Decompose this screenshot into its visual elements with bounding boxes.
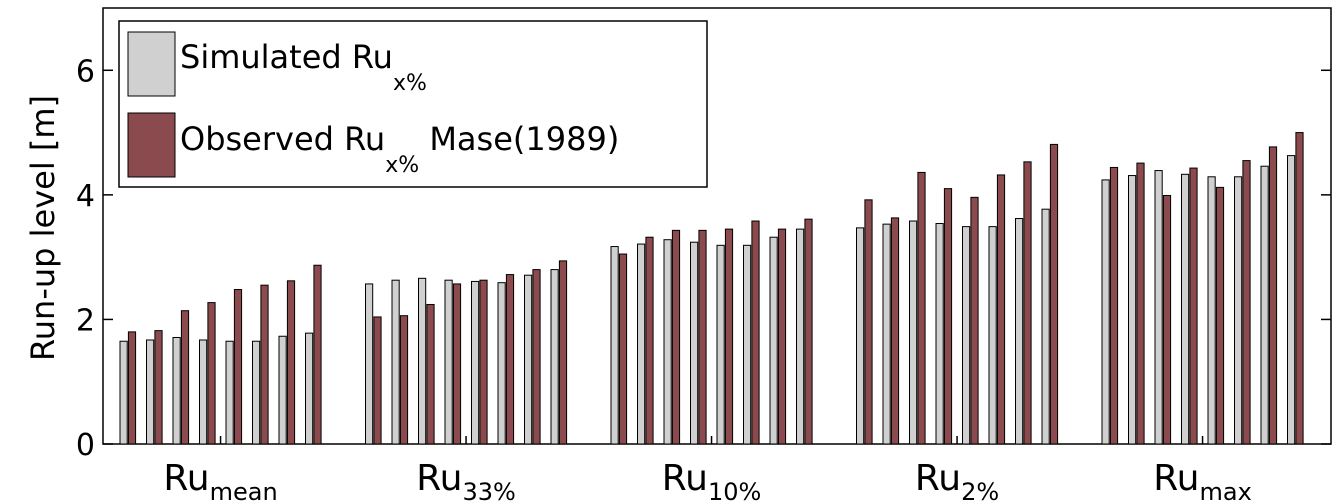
- bar-simulated: [365, 283, 374, 445]
- y-tick-label: 0: [76, 428, 95, 463]
- y-tick-label: 4: [76, 179, 95, 214]
- bar-observed: [996, 174, 1006, 445]
- bar-simulated: [962, 226, 971, 445]
- bar-simulated: [444, 279, 453, 445]
- bar-simulated: [1015, 218, 1024, 445]
- bar-simulated: [1260, 165, 1269, 445]
- bar-simulated: [524, 274, 533, 445]
- bar-observed: [864, 199, 873, 445]
- bar-observed: [698, 229, 707, 445]
- bar-observed: [479, 279, 488, 445]
- bar-simulated: [1287, 155, 1296, 445]
- bar-observed: [917, 171, 926, 445]
- legend-entry-label: Simulated Rux%: [180, 38, 427, 96]
- bar-simulated: [1101, 179, 1110, 445]
- y-tick-label: 2: [76, 303, 95, 338]
- bar-observed: [399, 315, 409, 445]
- bar-simulated: [225, 340, 234, 445]
- bar-observed: [943, 188, 953, 445]
- bar-simulated: [610, 246, 619, 445]
- bar-simulated: [1207, 176, 1216, 445]
- bar-simulated: [1128, 175, 1137, 445]
- bar-simulated: [988, 226, 997, 445]
- bar-observed: [373, 316, 382, 445]
- bar-simulated: [1181, 173, 1190, 445]
- bar-simulated: [305, 332, 314, 445]
- bar-observed: [1109, 166, 1119, 445]
- bar-simulated: [119, 340, 128, 445]
- x-tick-label: Ru10%: [662, 458, 762, 503]
- bar-observed: [505, 274, 515, 445]
- bar-observed: [127, 331, 137, 445]
- bar-observed: [233, 289, 243, 445]
- bar-simulated: [252, 340, 261, 445]
- legend-entry-label: Observed Rux% Mase(1989): [180, 120, 619, 178]
- bar-simulated: [471, 280, 480, 445]
- bar-simulated: [935, 223, 944, 445]
- bar-simulated: [663, 239, 672, 445]
- bar-simulated: [1154, 170, 1163, 445]
- bar-simulated: [497, 282, 506, 445]
- y-tick-label: 6: [76, 54, 95, 89]
- legend-swatch: [127, 112, 176, 178]
- bar-simulated: [716, 244, 725, 445]
- bar-simulated: [550, 269, 559, 445]
- bar-simulated: [882, 223, 891, 445]
- bar-observed: [1162, 194, 1172, 445]
- bar-observed: [618, 253, 628, 445]
- bar-observed: [313, 264, 322, 445]
- bar-simulated: [278, 335, 287, 445]
- bar-observed: [1295, 132, 1304, 445]
- bar-observed: [1049, 143, 1059, 445]
- bar-observed: [1242, 160, 1251, 445]
- bar-observed: [724, 228, 734, 445]
- bar-simulated: [199, 339, 208, 445]
- x-tick-label: Ru2%: [915, 458, 999, 503]
- bar-observed: [1268, 146, 1278, 445]
- bar-observed: [671, 229, 681, 445]
- bar-observed: [1215, 186, 1225, 445]
- x-tick-label: Rumean: [163, 458, 277, 503]
- bar-observed: [207, 302, 216, 445]
- bar-simulated: [769, 236, 778, 445]
- bar-simulated: [146, 339, 155, 445]
- bar-simulated: [690, 241, 699, 445]
- bar-observed: [452, 283, 462, 445]
- bar-simulated: [1234, 176, 1243, 445]
- bar-simulated: [909, 220, 918, 445]
- bar-observed: [970, 196, 979, 445]
- bar-simulated: [1041, 208, 1050, 445]
- y-axis-label: Run-up level [m]: [24, 95, 62, 361]
- bar-observed: [154, 330, 163, 445]
- bar-observed: [180, 310, 190, 445]
- legend-swatch: [127, 31, 176, 97]
- bar-simulated: [172, 336, 181, 445]
- bar-observed: [1023, 161, 1032, 445]
- bar-observed: [890, 217, 900, 445]
- bar-simulated: [743, 244, 752, 445]
- x-tick-label: Ru33%: [416, 458, 516, 503]
- bar-observed: [751, 220, 760, 445]
- bar-observed: [286, 280, 296, 445]
- bar-observed: [426, 303, 435, 445]
- bar-observed: [1136, 162, 1145, 445]
- bar-simulated: [391, 279, 400, 445]
- bar-observed: [645, 236, 654, 445]
- bar-observed: [260, 284, 269, 445]
- bar-simulated: [856, 227, 865, 445]
- bar-observed: [804, 218, 813, 445]
- bar-simulated: [637, 243, 646, 445]
- bar-observed: [1189, 167, 1198, 445]
- bar-simulated: [418, 277, 427, 445]
- x-tick-label: Rumax: [1153, 458, 1252, 503]
- bar-observed: [777, 228, 787, 445]
- bar-simulated: [796, 228, 805, 445]
- legend-box: [118, 20, 708, 188]
- bar-observed: [558, 260, 568, 445]
- bar-observed: [532, 269, 541, 445]
